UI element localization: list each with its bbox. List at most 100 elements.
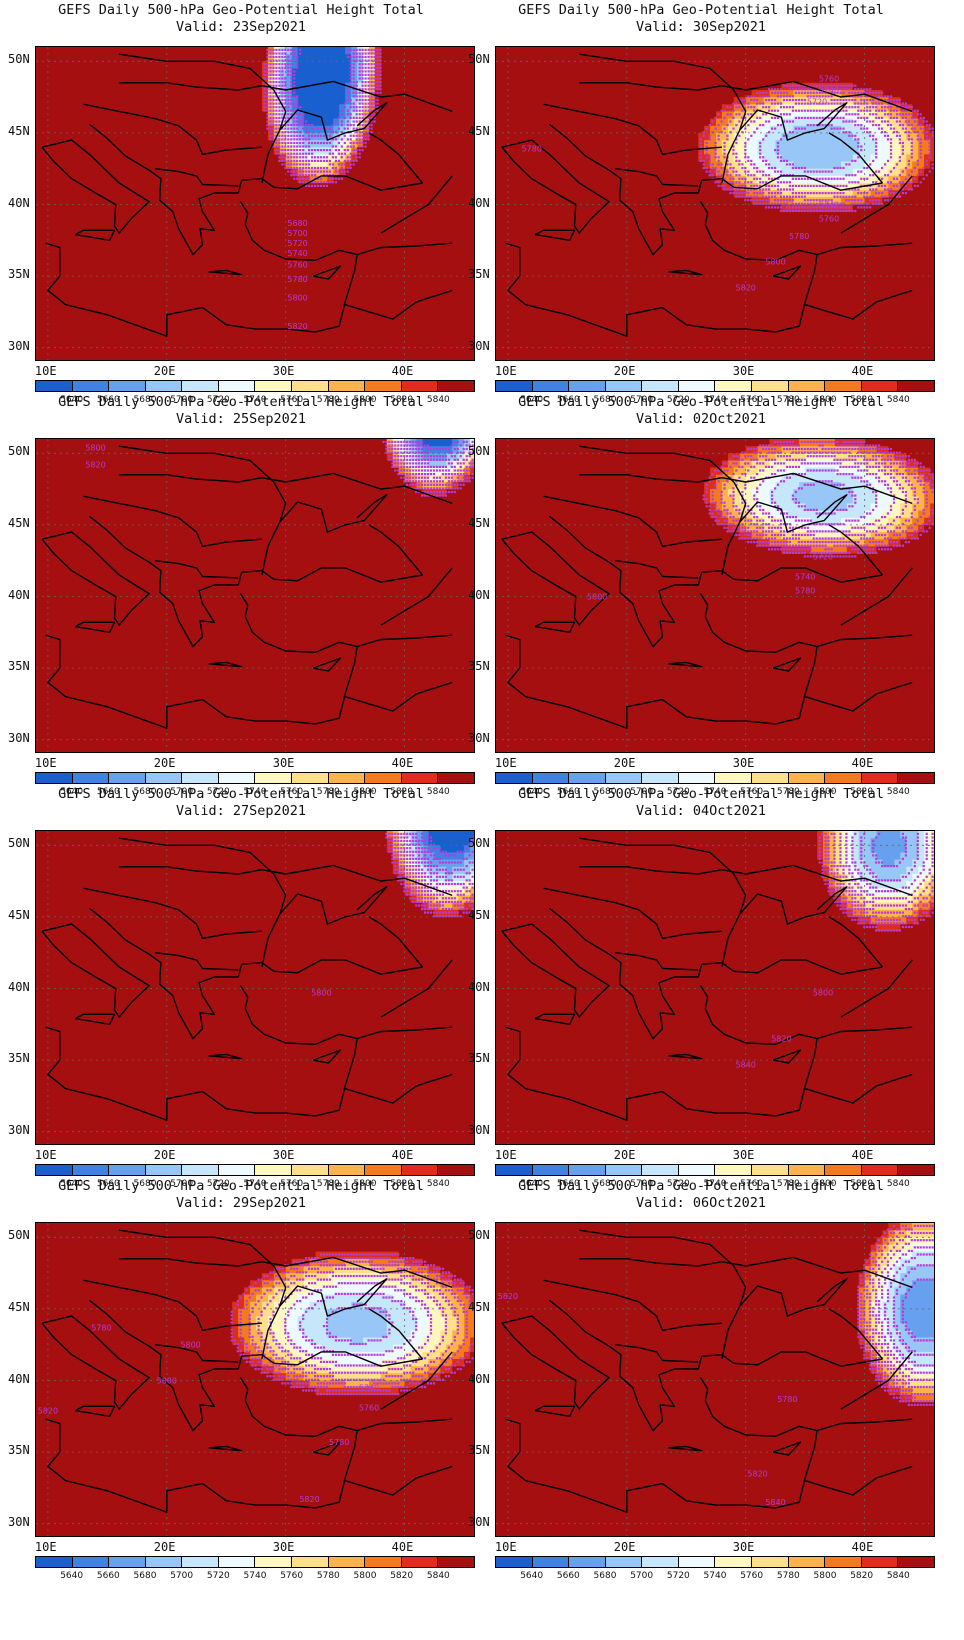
- contour-dot: [913, 131, 916, 134]
- contour-dot: [266, 70, 269, 73]
- contour-dot: [788, 548, 791, 551]
- latitude-label: 50N: [8, 444, 30, 459]
- contour-dot: [418, 483, 421, 486]
- field-cell: [805, 503, 848, 512]
- contour-dot: [726, 170, 729, 173]
- contour-dot: [459, 451, 462, 454]
- field-cell: [36, 311, 474, 320]
- contour-dot: [875, 145, 878, 148]
- contour-dot: [435, 476, 439, 479]
- field-cell: [918, 118, 925, 127]
- contour-dot: [403, 839, 406, 843]
- contour-dot: [299, 134, 302, 137]
- contour-dot: [776, 124, 780, 127]
- latitude-label: 35N: [468, 659, 490, 674]
- contour-dot: [791, 551, 794, 554]
- contour-dot: [774, 487, 777, 490]
- field-cell: [496, 183, 723, 191]
- contour-dot: [845, 98, 848, 102]
- contour-dot: [889, 145, 893, 148]
- contour-dot: [889, 152, 893, 155]
- contour-dot: [809, 184, 812, 187]
- contour-dot: [753, 195, 756, 198]
- field-cell: [422, 467, 453, 476]
- field-cell: [386, 838, 394, 847]
- field-cell: [704, 482, 717, 490]
- contour-dot: [889, 451, 893, 454]
- contour-dot: [753, 199, 756, 202]
- contour-dot: [352, 73, 355, 76]
- contour-dot: [358, 77, 361, 80]
- field-cell: [36, 233, 474, 242]
- contour-dot: [916, 462, 919, 465]
- contour-dot: [468, 861, 471, 864]
- field-cell: [36, 746, 474, 752]
- contour-dot: [418, 879, 421, 882]
- contour-dot: [815, 192, 818, 195]
- contour-dot: [272, 127, 275, 130]
- contour-dot: [863, 127, 866, 130]
- contour-dot: [424, 839, 427, 843]
- field-cell: [36, 68, 263, 77]
- contour-dot: [352, 116, 355, 119]
- contour-dot: [394, 850, 397, 853]
- contour-dot: [432, 865, 436, 868]
- colorbar-label: 5720: [666, 395, 690, 405]
- contour-dot: [444, 476, 447, 479]
- field-cell: [906, 132, 919, 141]
- contour-dot: [468, 843, 471, 846]
- field-cell: [374, 82, 382, 91]
- contour-dot: [875, 462, 878, 465]
- contour-dot: [714, 469, 717, 472]
- contour-dot: [878, 102, 881, 105]
- field-cell: [496, 567, 934, 576]
- contour-dot: [284, 163, 287, 166]
- contour-dot: [913, 177, 916, 180]
- contour-dot: [794, 202, 797, 205]
- contour-dot: [886, 98, 890, 102]
- contour-dot: [397, 462, 400, 465]
- contour-dot: [765, 134, 768, 137]
- field-cell: [36, 226, 474, 234]
- contour-dot: [881, 469, 884, 472]
- contour-dot: [738, 526, 741, 529]
- contour-dot: [765, 106, 768, 109]
- contour-dot: [352, 81, 355, 84]
- contour-dot: [839, 551, 842, 554]
- contour-dot: [782, 480, 786, 483]
- contour-dot: [830, 91, 833, 94]
- contour-dot: [723, 156, 726, 159]
- contour-dot: [836, 551, 839, 554]
- contour-dot: [275, 95, 278, 98]
- colorbar-label: 5680: [593, 395, 617, 405]
- contour-dot: [263, 77, 266, 80]
- contour-dot: [878, 451, 881, 454]
- contour-dot: [774, 519, 777, 522]
- contour-dot: [806, 91, 809, 94]
- colorbar-cell: [678, 381, 716, 391]
- contour-dot: [263, 66, 266, 69]
- contour-dot: [293, 163, 296, 166]
- contour-dot: [373, 48, 376, 51]
- contour-dot: [424, 465, 427, 468]
- contour-dot: [848, 544, 851, 547]
- contour-dot: [266, 91, 269, 94]
- contour-dot: [275, 70, 278, 73]
- contour-dot: [797, 537, 800, 540]
- field-cell: [918, 524, 925, 533]
- contour-dot: [821, 451, 824, 454]
- contour-dot: [732, 184, 735, 187]
- contour-dot: [432, 872, 436, 875]
- field-cell: [918, 140, 931, 149]
- contour-dot: [753, 106, 756, 109]
- contour-dot: [714, 483, 717, 486]
- contour-dot: [462, 469, 465, 472]
- contour-dot: [418, 440, 421, 443]
- contour-dot: [869, 206, 872, 209]
- contour-dot: [293, 55, 296, 59]
- field-cell: [888, 132, 902, 141]
- contour-dot: [284, 138, 287, 141]
- field-cell: [496, 467, 711, 476]
- contour-dot: [833, 551, 836, 554]
- field-cell: [279, 104, 287, 113]
